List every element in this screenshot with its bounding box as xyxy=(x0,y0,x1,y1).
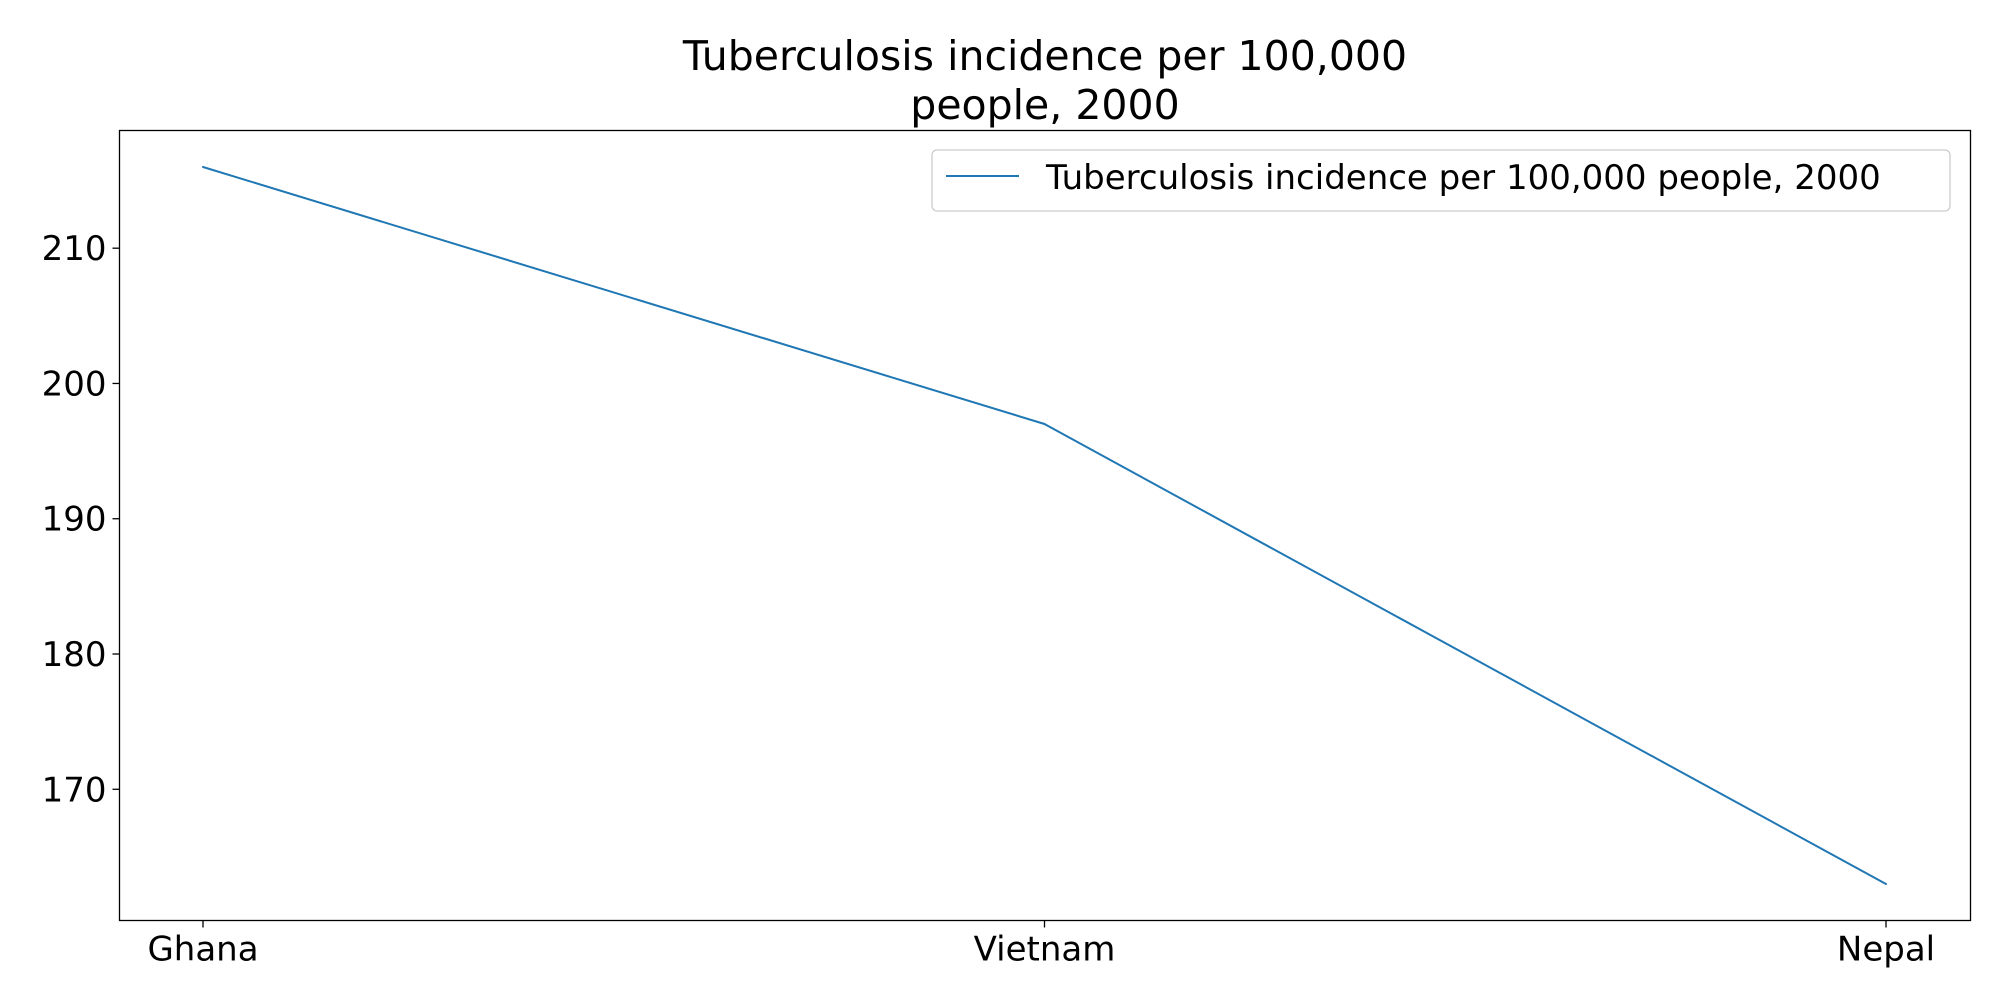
x-tick-label: Nepal xyxy=(1837,930,1935,970)
data-point xyxy=(1885,882,1887,885)
series-layer xyxy=(202,166,1887,885)
data-point xyxy=(1043,423,1046,426)
y-tick-label: 180 xyxy=(42,635,107,675)
x-tick-label: Ghana xyxy=(147,930,258,970)
y-axis: 170 180 190 200 210 xyxy=(42,229,120,810)
plot-area xyxy=(118,129,1972,922)
legend-label: Tuberculosis incidence per 100,000 peopl… xyxy=(1045,158,1881,198)
y-tick-label: 190 xyxy=(42,500,107,540)
y-tick-label: 200 xyxy=(42,364,107,404)
chart-title-line-1: Tuberculosis incidence per 100,000 xyxy=(682,32,1407,80)
legend-box xyxy=(931,149,1951,212)
y-tick-label: 170 xyxy=(42,770,107,810)
legend: Tuberculosis incidence per 100,000 peopl… xyxy=(931,149,1951,212)
x-axis: Ghana Vietnam Nepal xyxy=(147,920,1935,970)
chart-title-line-2: people, 2000 xyxy=(910,81,1179,129)
x-tick-label: Vietnam xyxy=(974,930,1116,970)
y-tick-label: 210 xyxy=(42,229,107,269)
data-point xyxy=(202,166,204,169)
